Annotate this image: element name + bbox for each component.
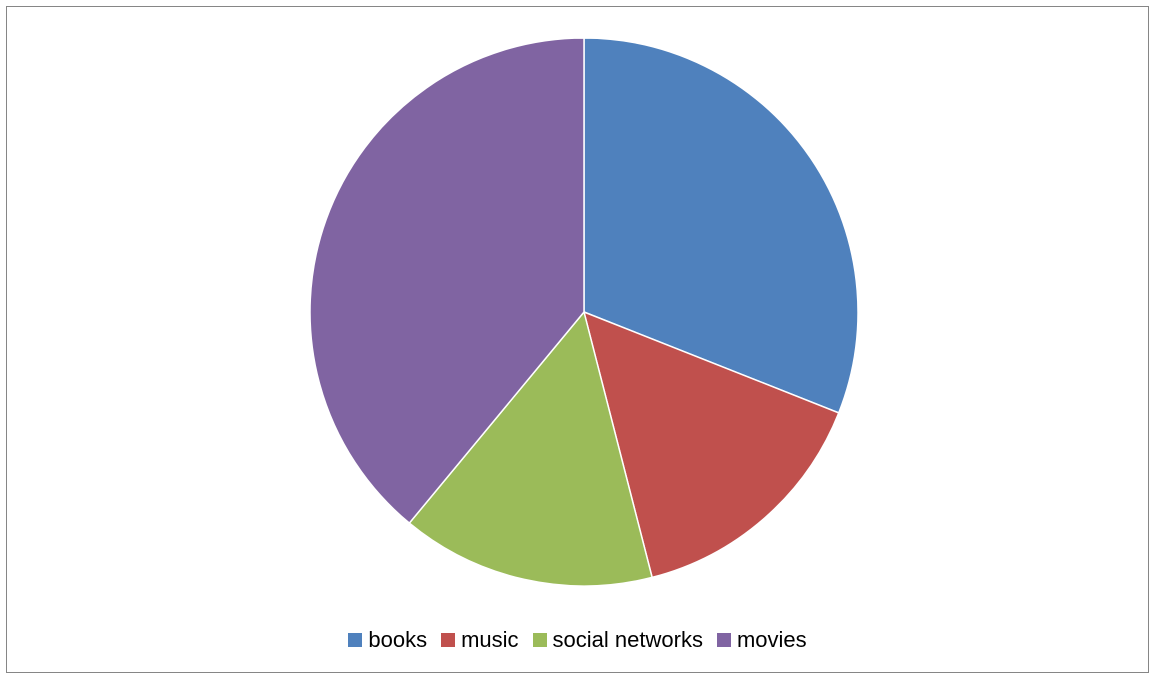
legend-item-music: music xyxy=(441,627,519,653)
pie-slice-movies xyxy=(309,37,585,525)
legend-label-movies: movies xyxy=(736,627,807,652)
legend: books music social networks movies xyxy=(7,627,1148,653)
legend-swatch-social-networks xyxy=(532,633,547,647)
legend-swatch-music xyxy=(441,633,456,647)
legend-item-movies: movies xyxy=(716,627,807,653)
legend-label-social-networks: social networks xyxy=(552,627,703,652)
pie-slice-social-networks xyxy=(408,310,654,587)
legend-label-books: books xyxy=(368,627,428,652)
chart-area: books music social networks movies xyxy=(6,6,1149,673)
legend-item-books: books xyxy=(348,627,427,653)
pie-chart xyxy=(309,37,859,587)
pie-slice-music xyxy=(582,310,840,579)
legend-swatch-movies xyxy=(716,633,731,647)
pie-slice-books xyxy=(583,37,859,414)
legend-swatch-books xyxy=(348,633,363,647)
legend-item-social-networks: social networks xyxy=(532,627,703,653)
legend-label-music: music xyxy=(461,627,519,652)
